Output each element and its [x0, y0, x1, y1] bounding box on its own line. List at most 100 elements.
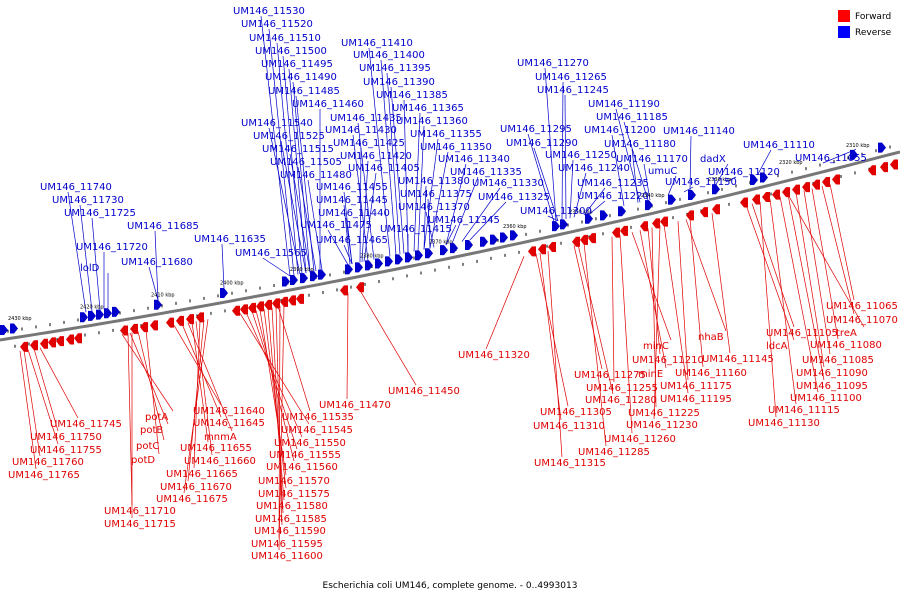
- leader-line: [263, 308, 287, 489]
- leader-line: [137, 331, 165, 441]
- leader-line: [653, 225, 661, 420]
- leader-line: [759, 201, 777, 418]
- reverse-gene-label: UM146_11140: [663, 126, 735, 137]
- leader-line: [297, 166, 317, 272]
- reverse-gene-label: UM146_11475: [300, 220, 372, 231]
- forward-gene-label: UM146_11070: [826, 315, 898, 326]
- leader-line: [631, 148, 639, 203]
- leader-line: [685, 219, 727, 332]
- reverse-gene-arrow: [645, 200, 653, 211]
- leader-line: [527, 133, 555, 222]
- reverse-leader-lines: [67, 15, 857, 313]
- forward-gene-arrow: [56, 336, 64, 347]
- forward-gene-label: UM146_11550: [274, 438, 346, 449]
- genome-caption: Escherichia coli UM146, complete genome.…: [323, 581, 578, 591]
- forward-gene-label: potB: [140, 425, 163, 436]
- leader-line: [643, 163, 651, 200]
- reverse-gene-label: UM146_11540: [241, 118, 313, 129]
- leader-line: [677, 221, 689, 381]
- leader-line: [821, 185, 855, 315]
- reverse-gene-label: UM146_11330: [472, 178, 544, 189]
- leader-line: [275, 306, 283, 526]
- reverse-gene-label: UM146_11345: [428, 215, 500, 226]
- forward-gene-label: UM146_11080: [810, 340, 882, 351]
- forward-gene-arrow: [256, 301, 264, 312]
- leader-line: [359, 147, 362, 263]
- reverse-gene-label: UM146_11685: [127, 221, 199, 232]
- reverse-gene-label: UM146_11460: [292, 99, 364, 110]
- reverse-gene-label: UM146_11365: [392, 103, 464, 114]
- leader-line: [239, 313, 310, 425]
- leader-line: [67, 191, 87, 313]
- reverse-gene-label: UM146_11410: [341, 38, 413, 49]
- forward-gene-arrow: [712, 204, 720, 215]
- leader-line: [451, 176, 479, 244]
- reverse-gene-arrow: [465, 239, 473, 250]
- reverse-gene-arrow: [220, 287, 228, 298]
- forward-gene-arrow: [176, 315, 184, 326]
- leader-line: [725, 176, 737, 183]
- leader-line: [19, 350, 37, 470]
- forward-gene-arrow: [652, 218, 660, 229]
- leader-line: [611, 134, 625, 206]
- leader-line: [623, 121, 649, 201]
- leader-line: [288, 68, 307, 273]
- reverse-gene-arrow: [450, 243, 458, 254]
- forward-gene-label: UM146_11745: [50, 419, 122, 430]
- leader-line: [403, 99, 409, 253]
- leader-line: [276, 42, 299, 275]
- forward-gene-arrow: [20, 341, 28, 352]
- reverse-gene-arrow: [345, 264, 353, 275]
- reverse-gene-arrow: [310, 271, 318, 282]
- tick-label: 2430 kbp: [8, 316, 32, 322]
- forward-gene-label: UM146_11195: [660, 394, 732, 405]
- forward-gene-label: UM146_11545: [281, 425, 353, 436]
- forward-gene-label: UM146_11225: [628, 408, 700, 419]
- leader-line: [221, 243, 225, 289]
- reverse-gene-label: UM146_11370: [398, 202, 470, 213]
- reverse-gene-label: UM146_11385: [376, 90, 448, 101]
- reverse-gene-label: UM146_11335: [450, 167, 522, 178]
- reverse-gene-arrow: [500, 232, 508, 243]
- forward-gene-label: UM146_11665: [166, 469, 238, 480]
- forward-gene-label: UM146_11130: [748, 418, 820, 429]
- reverse-gene-label: UM146_11440: [318, 208, 390, 219]
- reverse-gene-label: UM146_11245: [537, 85, 609, 96]
- forward-gene-arrow: [186, 314, 194, 325]
- leader-line: [259, 309, 287, 476]
- forward-gene-label: UM146_11315: [534, 458, 606, 469]
- forward-gene-arrow: [356, 282, 364, 293]
- leader-line: [573, 172, 587, 218]
- reverse-gene-label: UM146_11445: [316, 195, 388, 206]
- forward-gene-label: UM146_11535: [282, 412, 354, 423]
- reverse-gene-label: UM146_11380: [398, 176, 470, 187]
- reverse-gene-arrow: [750, 175, 758, 185]
- reverse-gene-arrow: [290, 275, 298, 286]
- forward-gene-arrow: [890, 159, 898, 170]
- tick-label: 2340 kbp: [641, 193, 665, 199]
- reverse-gene-arrow: [480, 236, 488, 247]
- leader-line: [611, 236, 615, 383]
- forward-gene-label: UM146_11655: [180, 443, 252, 454]
- leader-line: [427, 198, 431, 249]
- reverse-gene-label: UM146_11530: [233, 6, 305, 17]
- legend-reverse-swatch: [838, 26, 850, 38]
- reverse-gene-arrow: [365, 260, 373, 271]
- leader-line: [292, 81, 311, 273]
- reverse-gene-arrow: [688, 189, 696, 200]
- reverse-gene-label: UM146_11235: [577, 178, 649, 189]
- forward-gene-arrow: [868, 165, 876, 176]
- reverse-gene-arrow: [850, 149, 858, 160]
- reverse-gene-label: UM146_11680: [121, 257, 193, 268]
- leader-line: [711, 213, 731, 354]
- forward-gene-arrow: [140, 322, 148, 333]
- reverse-gene-arrow: [104, 308, 112, 319]
- forward-gene-arrow: [812, 179, 820, 190]
- reverse-gene-label: UM146_11190: [588, 99, 660, 110]
- reverse-gene-label: UM146_11635: [194, 234, 266, 245]
- reverse-gene-label: UM146_11150: [665, 177, 737, 188]
- leader-line: [751, 203, 795, 328]
- reverse-gene-label: UM146_11405: [348, 163, 420, 174]
- forward-gene-label: UM146_11585: [255, 514, 327, 525]
- forward-gene-arrow: [232, 305, 240, 316]
